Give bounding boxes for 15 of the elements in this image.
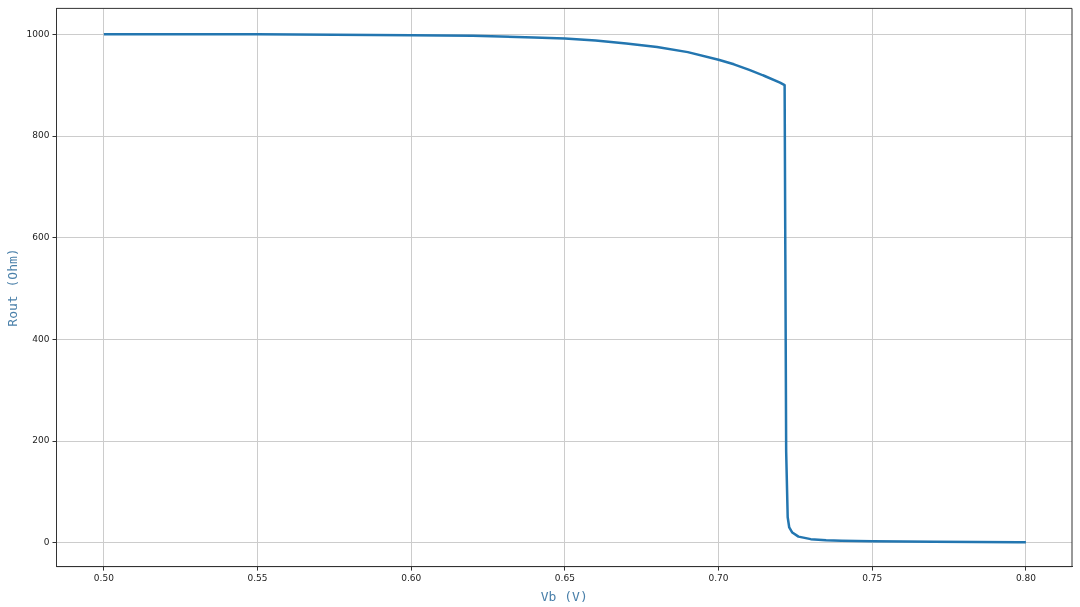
y-tick-label: 200 bbox=[32, 435, 50, 446]
x-axis-title: Vb (V) bbox=[540, 588, 588, 604]
x-tick-label: 0.60 bbox=[401, 573, 422, 584]
x-tick-label: 0.70 bbox=[708, 573, 729, 584]
x-tick-label: 0.75 bbox=[862, 573, 883, 584]
x-tick-label: 0.50 bbox=[93, 573, 115, 584]
y-tick-label: 600 bbox=[32, 232, 50, 243]
y-tick-label: 1000 bbox=[26, 28, 50, 39]
y-tick-label: 400 bbox=[32, 333, 50, 344]
x-tick-label: 0.55 bbox=[247, 573, 268, 584]
y-tick-label: 0 bbox=[43, 537, 50, 548]
x-tick-label: 0.65 bbox=[554, 573, 575, 584]
y-tick-label: 800 bbox=[32, 130, 50, 141]
y-axis-title: Rout (Ohm) bbox=[5, 248, 21, 327]
x-tick-label: 0.80 bbox=[1015, 573, 1037, 584]
